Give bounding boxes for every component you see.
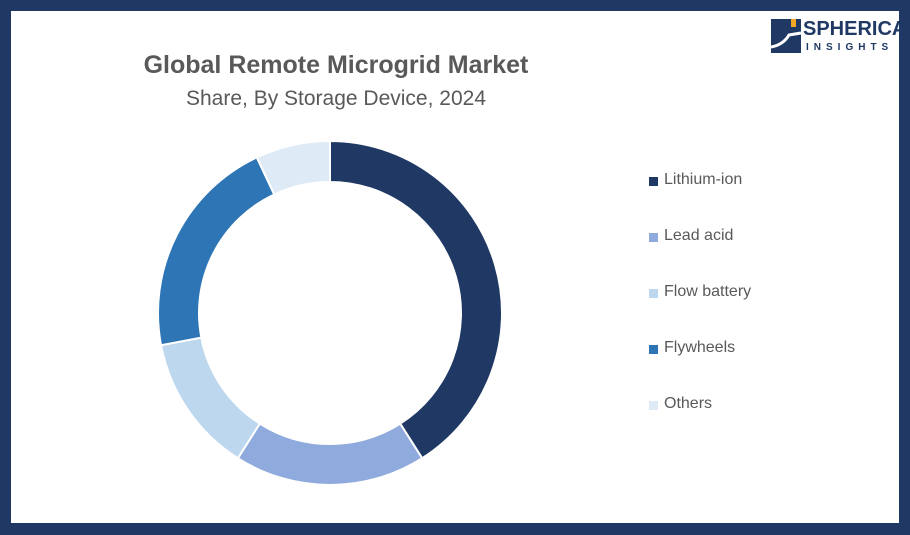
slice-lead-acid (236, 422, 424, 486)
legend-label: Flow battery (664, 283, 752, 300)
legend: Lithium-ion Lead acid Flow battery Flywheel… (649, 171, 751, 451)
legend-item: Flywheels (649, 339, 751, 395)
legend-swatch (649, 289, 658, 298)
legend-label: Lead acid (664, 227, 734, 244)
legend-swatch (649, 177, 658, 186)
slice-others (255, 139, 331, 196)
legend-swatch (649, 233, 658, 242)
legend-item: Flow battery (649, 283, 751, 339)
spherical-insights-logo: SPHERICAL INSIGHTS (771, 15, 910, 61)
legend-label: Flywheels (664, 339, 736, 356)
logo-text-1: SPHERICAL (803, 18, 910, 40)
logo-text-2: INSIGHTS (806, 42, 894, 53)
legend-item: Others (649, 395, 751, 451)
slice-flywheels (157, 156, 276, 347)
legend-swatch (649, 401, 658, 410)
slice-lithium-ion (329, 139, 503, 460)
chart-subtitle: Share, By Storage Device, 2024 (185, 87, 486, 110)
chart-card: Global Remote Microgrid Market Share, By… (11, 11, 910, 523)
legend-swatch (649, 345, 658, 354)
donut-chart (157, 139, 503, 486)
slice-flow-battery (159, 336, 262, 460)
legend-label: Others (664, 395, 713, 412)
legend-item: Lithium-ion (649, 171, 751, 227)
chart-title: Global Remote Microgrid Market (143, 51, 529, 79)
legend-item: Lead acid (649, 227, 751, 283)
legend-label: Lithium-ion (664, 171, 743, 188)
logo-mark-icon (771, 19, 802, 53)
